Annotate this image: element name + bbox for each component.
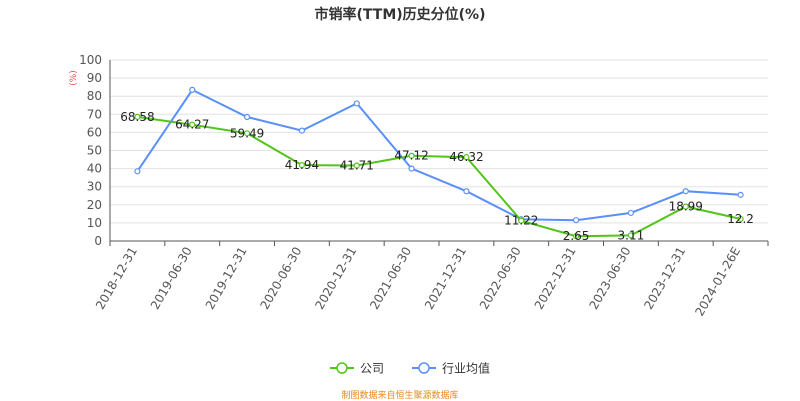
data-point <box>298 161 306 169</box>
data-label: 46.32 <box>449 150 483 164</box>
data-point <box>682 188 689 195</box>
x-tick-label: 2022-06-30 <box>477 245 524 312</box>
y-tick-label: 70 <box>87 107 102 121</box>
data-label: 2.65 <box>563 229 590 243</box>
x-tick-label: 2024-01-26E <box>692 245 743 319</box>
y-tick-label: 10 <box>87 216 102 230</box>
data-point <box>189 86 196 93</box>
data-point <box>737 191 744 198</box>
data-point <box>408 152 415 159</box>
data-label: 3.11 <box>618 228 645 242</box>
x-tick-label: 2020-12-31 <box>312 245 359 312</box>
data-point <box>243 113 251 121</box>
data-label: 12.2 <box>727 212 754 226</box>
data-point <box>518 217 525 224</box>
data-point <box>353 100 360 107</box>
data-label: 11.22 <box>504 214 538 228</box>
data-label: 41.94 <box>285 158 319 172</box>
data-label: 18.99 <box>669 200 703 214</box>
data-label: 64.27 <box>175 118 209 132</box>
series-line <box>136 88 741 222</box>
data-point <box>572 233 580 240</box>
chart-title: 市销率(TTM)历史分位(%) <box>314 7 486 23</box>
x-tick-label: 2023-06-30 <box>587 245 634 312</box>
data-label: 59.49 <box>230 126 264 140</box>
data-point <box>737 215 744 223</box>
y-tick-label: 90 <box>87 71 102 85</box>
x-tick-label: 2022-12-31 <box>532 245 579 312</box>
data-point <box>298 127 306 134</box>
source-note: 制图数据来自恒生聚源数据库 <box>341 391 459 401</box>
x-tick-label: 2021-06-30 <box>367 245 414 312</box>
legend-label: 公司 <box>360 362 384 376</box>
data-point <box>627 232 635 239</box>
legend-marker <box>418 362 430 374</box>
y-tick-label: 40 <box>87 162 102 176</box>
data-point <box>682 203 689 210</box>
y-tick-label: 30 <box>87 180 102 194</box>
data-point <box>243 130 251 137</box>
y-tick-label: 0 <box>94 234 102 248</box>
data-point <box>627 209 635 217</box>
x-tick-label: 2018-12-31 <box>93 245 140 312</box>
data-point <box>463 188 470 195</box>
x-tick-label: 2019-06-30 <box>148 245 195 312</box>
legend-label: 行业均值 <box>442 361 490 376</box>
data-label: 47.12 <box>394 149 428 163</box>
data-point <box>353 162 360 169</box>
data-label: 41.71 <box>340 159 374 173</box>
y-tick-label: 20 <box>87 198 102 212</box>
x-tick-label: 2023-12-31 <box>641 245 688 312</box>
x-tick-label: 2020-06-30 <box>258 245 305 312</box>
data-point <box>463 154 470 161</box>
y-axis-label: (%) <box>69 70 79 86</box>
legend-marker <box>336 362 348 374</box>
series-line <box>137 115 741 238</box>
data-point <box>408 165 415 172</box>
y-tick-label: 80 <box>87 89 102 103</box>
data-label: 68.58 <box>120 110 154 124</box>
data-point <box>134 168 141 175</box>
data-point <box>572 217 580 224</box>
x-tick-label: 2021-12-31 <box>422 244 469 311</box>
data-point <box>134 113 141 120</box>
data-point <box>189 121 196 128</box>
x-tick-label: 2019-12-31 <box>203 244 250 311</box>
y-tick-label: 50 <box>87 144 102 158</box>
y-tick-label: 100 <box>79 53 102 67</box>
y-tick-label: 60 <box>87 125 102 139</box>
